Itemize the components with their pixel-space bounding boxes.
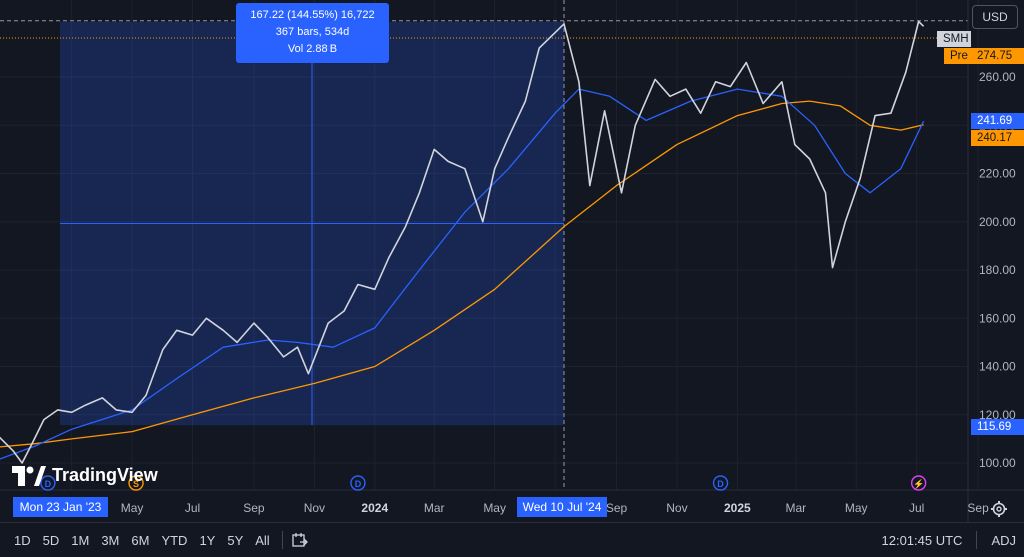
- bottom-toolbar: 1D 5D 1M 3M 6M YTD 1Y 5Y All 12:01:45 UTC ADJ: [0, 522, 1024, 557]
- price-tick-label: 220.00: [979, 167, 1016, 181]
- timeframe-ytd[interactable]: YTD: [161, 532, 188, 548]
- timeframe-5y[interactable]: 5Y: [227, 532, 244, 548]
- event-marker-dividend[interactable]: D: [712, 475, 729, 491]
- currency-label: USD: [982, 10, 1008, 24]
- dividend-icon: [40, 475, 56, 491]
- chart-grid: [0, 0, 979, 490]
- event-marker-label: ⚡: [913, 478, 924, 490]
- series-line-smh: [0, 20, 925, 464]
- measure-tooltip: 167.22 (144.55%) 16,722 367 bars, 534d V…: [236, 3, 389, 63]
- timeframe-1m[interactable]: 1M: [71, 532, 90, 548]
- event-marker-dividend[interactable]: D: [40, 475, 56, 491]
- event-marker-dividend[interactable]: D: [350, 475, 366, 491]
- time-tick-label: 2024: [361, 501, 388, 515]
- price-tick-label: 200.00: [979, 215, 1016, 229]
- settings-gear-icon[interactable]: [990, 500, 1008, 518]
- symbol-tag: SMH: [937, 31, 971, 47]
- pre-price-value: 274.75: [977, 50, 1013, 62]
- range-start-label: Mon 23 Jan '23: [19, 500, 102, 514]
- brand-name: TradingView: [52, 465, 158, 485]
- time-tick-label: Mar: [424, 501, 445, 515]
- measure-range: [0, 0, 968, 490]
- measure-bars: 367 bars, 534d: [275, 26, 350, 38]
- series-layer: [0, 20, 925, 464]
- orange-ma-tag: 240.17: [971, 130, 1024, 146]
- time-tick-label: Sep: [243, 501, 265, 515]
- range-end-date: Wed 10 Jul '24: [517, 497, 607, 517]
- price-tick-label: 140.00: [979, 360, 1016, 374]
- time-tick-label: Mar: [785, 501, 806, 515]
- crosshair-price-value: 115.69: [977, 421, 1012, 433]
- dividend-icon: [712, 475, 729, 491]
- price-tick-label: 120.00: [979, 408, 1016, 422]
- bottom-right-group: 12:01:45 UTC ADJ: [881, 523, 1016, 557]
- currency-selector[interactable]: USD: [972, 5, 1018, 29]
- price-tick-label: 100.00: [979, 456, 1016, 470]
- time-tick-label: Jul: [185, 501, 200, 515]
- series-line-ma-blue: [0, 88, 925, 460]
- range-end-label: Wed 10 Jul '24: [522, 500, 602, 514]
- series-line-ma-orange: [0, 100, 924, 448]
- time-tick-label: May: [121, 501, 144, 515]
- utc-clock[interactable]: 12:01:45 UTC: [881, 532, 963, 548]
- timeframe-5d[interactable]: 5D: [42, 532, 60, 548]
- timeframe-6m[interactable]: 6M: [131, 532, 150, 548]
- time-tick-label: 2025: [724, 501, 751, 515]
- event-marker-earnings[interactable]: ⚡: [910, 475, 927, 491]
- time-tick-label: Sep: [967, 501, 989, 515]
- timeframe-3m[interactable]: 3M: [101, 532, 120, 548]
- blue-ma-tag: 241.69: [971, 113, 1024, 129]
- time-tick-label: Jul: [909, 501, 924, 515]
- event-marker-label: D: [717, 479, 724, 489]
- measure-change: 167.22 (144.55%) 16,722: [250, 9, 375, 21]
- time-tick-label: Sep: [606, 501, 628, 515]
- event-marker-split[interactable]: S: [128, 475, 144, 491]
- price-tick-label: 260.00: [979, 70, 1016, 84]
- range-start-date: Mon 23 Jan '23: [13, 497, 108, 517]
- time-tick-label: May: [845, 501, 868, 515]
- tradingview-logo[interactable]: TradingView: [12, 465, 158, 486]
- timeframe-group: 1D 5D 1M 3M 6M YTD 1Y 5Y All: [0, 533, 276, 548]
- dividend-icon: [350, 475, 366, 491]
- pre-label: Pre: [950, 50, 968, 62]
- tradingview-logo-icon: [12, 465, 46, 486]
- measure-volume: Vol 2.88 B: [287, 43, 338, 55]
- event-marker-label: D: [45, 479, 52, 489]
- event-marker-label: S: [133, 479, 139, 489]
- time-tick-label: Nov: [666, 501, 687, 515]
- toolbar-divider: [976, 531, 978, 549]
- crosshair-price-tag: 115.69: [971, 419, 1024, 435]
- toolbar-divider: [281, 531, 283, 549]
- orange-ma-value: 240.17: [977, 132, 1013, 144]
- time-tick-label: Nov: [304, 501, 325, 515]
- price-axis: 100.00 120.00 140.00 160.00 180.00 200.00 220.…: [967, 0, 1016, 522]
- adjust-toggle[interactable]: ADJ: [991, 532, 1016, 548]
- event-marker-label: D: [355, 479, 362, 489]
- earnings-icon: [910, 475, 927, 491]
- timeframe-1d[interactable]: 1D: [14, 532, 31, 548]
- split-icon: [128, 475, 144, 491]
- pre-price-tag: 274.75: [971, 48, 1024, 64]
- price-tick-label: 180.00: [979, 263, 1016, 277]
- time-tick-label: May: [483, 501, 506, 515]
- date-range-icon[interactable]: [291, 531, 309, 549]
- timeframe-all[interactable]: All: [255, 532, 270, 548]
- blue-ma-value: 241.69: [977, 115, 1013, 127]
- price-chart[interactable]: 100.00 120.00 140.00 160.00 180.00 200.00 220.…: [0, 0, 1024, 522]
- price-tick-label: 160.00: [979, 311, 1016, 325]
- pre-tag: Pre: [944, 48, 971, 64]
- event-markers: D S D D ⚡: [40, 475, 927, 491]
- timeframe-1y[interactable]: 1Y: [199, 532, 216, 548]
- time-axis: Mar May Jul Sep Nov 2024 Mar May Jul Sep Nov 2025 Ma…: [0, 489, 1024, 515]
- symbol-label: SMH: [943, 33, 969, 45]
